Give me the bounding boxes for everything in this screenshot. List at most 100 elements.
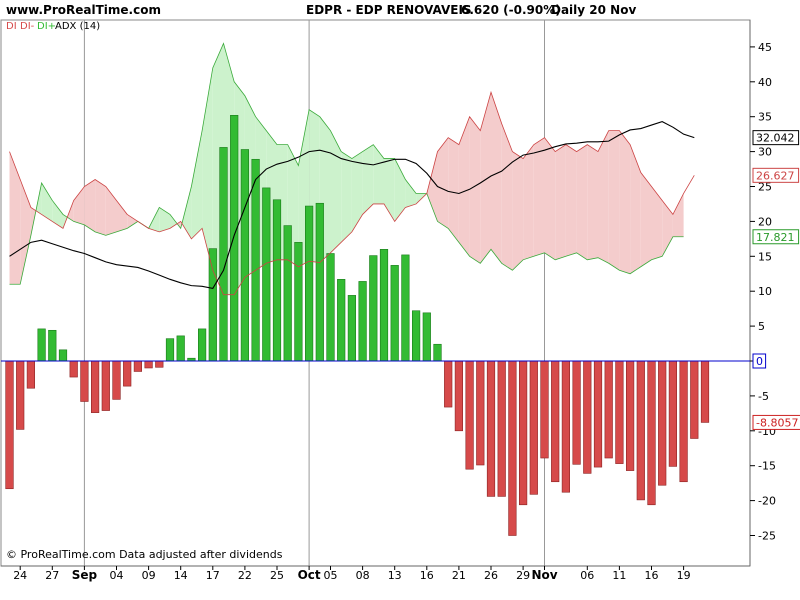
histogram-bar-negative xyxy=(604,360,613,459)
di-minus-value-label: 26.627 xyxy=(756,169,795,182)
di-fill-segment xyxy=(95,179,106,236)
x-tick-label: 13 xyxy=(388,569,402,582)
di-fill-segment xyxy=(555,144,566,260)
x-tick-label: Nov xyxy=(531,568,557,582)
histogram-bar-positive xyxy=(219,147,228,362)
header-bar xyxy=(0,0,800,20)
histogram-bar-positive xyxy=(422,312,431,362)
di-fill-segment xyxy=(394,158,406,222)
histogram-bar-negative xyxy=(572,360,581,465)
di-fill-segment xyxy=(181,186,192,239)
site-link[interactable]: www.ProRealTime.com xyxy=(6,3,161,17)
histogram-bar-negative xyxy=(16,360,25,430)
histogram-bar-negative xyxy=(112,360,121,400)
di-fill-segment xyxy=(630,144,641,274)
histogram-bar-negative xyxy=(551,360,560,483)
di-fill-segment xyxy=(523,144,534,260)
legend-di-plus: DI+ xyxy=(37,21,56,32)
histogram-bar-negative xyxy=(625,360,635,471)
histogram-bar-positive xyxy=(358,281,367,362)
histogram-bar-negative xyxy=(133,360,143,372)
histogram-bar-negative xyxy=(615,360,624,464)
y-tick-label: 35 xyxy=(758,111,772,124)
y-axis: -25-20-15-10-505101520253035404532.04226… xyxy=(750,41,800,543)
histogram-bar-negative xyxy=(658,360,667,486)
di-fill-segment xyxy=(480,92,491,264)
x-tick-label: 24 xyxy=(13,569,27,582)
histogram-bar-negative xyxy=(583,360,592,474)
histogram-bar-positive xyxy=(37,328,46,362)
adx-value-label: 32.042 xyxy=(756,132,795,145)
y-tick-label: 15 xyxy=(758,250,772,263)
x-tick-label: 09 xyxy=(142,569,156,582)
di-fill-segment xyxy=(127,214,138,229)
di-fill-segment xyxy=(41,183,53,222)
di-fill-segment xyxy=(598,130,609,264)
di-fill-segment xyxy=(448,137,459,243)
di-minus-value-label-box xyxy=(752,167,800,183)
histogram-bar-negative xyxy=(508,360,517,536)
histogram-bar-positive xyxy=(390,265,399,362)
histogram-bar-negative xyxy=(561,360,570,493)
x-tick-label: 17 xyxy=(206,569,220,582)
histogram-bar-positive xyxy=(294,242,303,362)
histogram-bar-positive xyxy=(337,279,346,362)
x-tick-label: 26 xyxy=(484,569,498,582)
di-fill-segment xyxy=(84,179,96,232)
histogram-bar-negative xyxy=(486,360,496,497)
histogram-bar-negative xyxy=(593,360,603,468)
histogram-bar-positive xyxy=(433,343,442,362)
x-tick-label: 16 xyxy=(420,569,434,582)
histogram-bar-positive xyxy=(401,254,410,362)
di-fill-segment xyxy=(533,137,545,257)
histogram-bar-positive xyxy=(272,199,282,362)
y-tick-label: -5 xyxy=(758,390,769,403)
price-readout: 6.620 (-0.90%) xyxy=(461,3,561,17)
y-tick-label: 5 xyxy=(758,320,765,333)
symbol-title: EDPR - EDP RENOVAVEIS xyxy=(306,3,472,17)
di-fill-segment xyxy=(544,137,556,260)
legend: DI DI- DI+ ADX (14) xyxy=(6,21,100,32)
di-fill-segment xyxy=(362,144,374,215)
di-fill-segment xyxy=(501,123,513,271)
y-tick-label: -20 xyxy=(758,495,776,508)
histogram-bar-negative xyxy=(668,360,677,467)
x-tick-label: Oct xyxy=(298,568,321,582)
legend-di-minus: DI xyxy=(6,21,17,32)
x-tick-label: 21 xyxy=(452,569,466,582)
di-fill-segment xyxy=(640,172,652,267)
x-tick-label: 19 xyxy=(677,569,691,582)
adx-value-label-box xyxy=(752,130,800,146)
histogram-bar-positive xyxy=(326,253,335,362)
di-fill-segment xyxy=(20,179,31,285)
zero-value-label-box xyxy=(752,353,767,369)
y-tick-label: 30 xyxy=(758,146,772,159)
histogram-bar-negative xyxy=(647,360,656,506)
histogram-bar-positive xyxy=(304,205,314,362)
period-readout: Daily 20 Nov xyxy=(551,3,636,17)
di-fill-segment xyxy=(512,151,524,271)
histogram-bar-positive xyxy=(379,249,389,362)
x-tick-label: 25 xyxy=(270,569,284,582)
di-fill-segment xyxy=(619,130,631,274)
di-fill-segment xyxy=(351,151,363,232)
x-tick-label: 05 xyxy=(324,569,338,582)
histogram-bar-negative xyxy=(529,360,538,495)
histogram-bar-positive xyxy=(208,248,217,362)
x-tick-label: Sep xyxy=(72,568,98,582)
histogram-bar-positive xyxy=(240,149,250,362)
di-fill-segment xyxy=(458,116,470,257)
histogram-bar-positive xyxy=(165,338,175,362)
x-tick-label: 04 xyxy=(110,569,124,582)
histogram-bar-negative xyxy=(454,360,464,432)
histogram-bar-negative xyxy=(26,360,36,389)
histogram-bar-positive xyxy=(58,349,68,362)
histogram-bar-positive xyxy=(369,255,378,362)
x-tick-label: 06 xyxy=(580,569,594,582)
x-tick-label: 27 xyxy=(45,569,59,582)
histogram-bar-negative xyxy=(80,360,89,402)
histogram-bar-negative xyxy=(518,360,528,506)
legend-adx: ADX (14) xyxy=(55,21,100,32)
di-fill-segment xyxy=(341,151,352,243)
